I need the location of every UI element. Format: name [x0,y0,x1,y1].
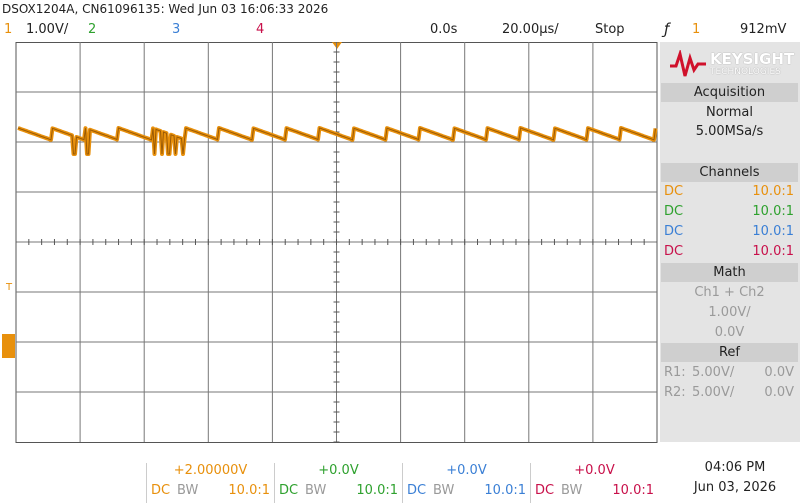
coupling: DC [664,244,684,259]
ref-offset: 0.0V [764,365,794,380]
acq-rate: 5.00MSa/s [695,124,764,139]
section-header: Acquisition [661,83,798,102]
footer-offset: +0.0V [446,463,487,478]
footer-probe: 10.0:1 [612,483,654,498]
clock-date: Jun 03, 2026 [693,480,777,495]
footer-coupling: DC [535,483,555,498]
footer-bw: BW [177,483,199,498]
footer-bw: BW [561,483,583,498]
ref-label: R2: [664,385,686,400]
section-header: Channels [661,163,798,182]
footer-offset: +2.00000V [173,463,248,478]
ch3-label: 3 [172,22,181,37]
time-offset: 0.0s [430,22,458,37]
section-header: Math [661,263,798,282]
run-state: Stop [595,22,625,37]
trigger-source: 1 [692,22,701,37]
ground-marker [2,334,15,358]
sidebar [660,42,800,442]
coupling: DC [664,184,684,199]
footer-coupling: DC [151,483,171,498]
ref-label: R1: [664,365,686,380]
time-scale: 20.00µs/ [502,22,559,37]
footer-coupling: DC [407,483,427,498]
brand-sub: TECHNOLOGIES [710,67,781,77]
trigger-icon: ƒ [664,20,670,38]
acq-mode: Normal [705,105,754,120]
waveform-trace-edge [17,127,656,155]
math-function: Ch1 + Ch2 [694,285,765,300]
probe: 10.0:1 [752,224,794,239]
ch2-label: 2 [88,22,97,37]
footer-bw: BW [305,483,327,498]
footer-probe: 10.0:1 [228,483,270,498]
ref-scale: 5.00V/ [692,385,735,400]
trigger-level: 912mV [740,22,787,37]
footer-probe: 10.0:1 [356,483,398,498]
ch4-label: 4 [256,22,265,37]
keysight-logo [670,50,706,77]
footer-channel: +0.0V DC BW 10.0:1 [530,463,658,503]
footer-channel: +0.0V DC BW 10.0:1 [402,463,530,503]
math-offset: 0.0V [714,325,745,340]
ch1-scale: 1.00V/ [26,22,69,37]
footer-bw: BW [433,483,455,498]
footer-offset: +0.0V [574,463,615,478]
probe: 10.0:1 [752,244,794,259]
coupling: DC [664,204,684,219]
probe: 10.0:1 [752,184,794,199]
title: DSOX1204A, CN61096135: Wed Jun 03 16:06:… [2,2,329,16]
trigger-level-marker: T [5,282,13,293]
footer-coupling: DC [279,483,299,498]
brand: KEYSIGHT [710,50,795,68]
graticule: T [2,42,658,443]
section-header: Ref [661,343,798,362]
math-scale: 1.00V/ [708,305,751,320]
probe: 10.0:1 [752,204,794,219]
footer-probe: 10.0:1 [484,483,526,498]
ch1-label: 1 [4,22,13,37]
footer-channel: +0.0V DC BW 10.0:1 [274,463,402,503]
coupling: DC [664,224,684,239]
ref-offset: 0.0V [764,385,794,400]
ref-scale: 5.00V/ [692,365,735,380]
footer-offset: +0.0V [318,463,359,478]
clock-time: 04:06 PM [704,460,766,475]
footer-channel: +2.00000V DC BW 10.0:1 [146,463,274,503]
